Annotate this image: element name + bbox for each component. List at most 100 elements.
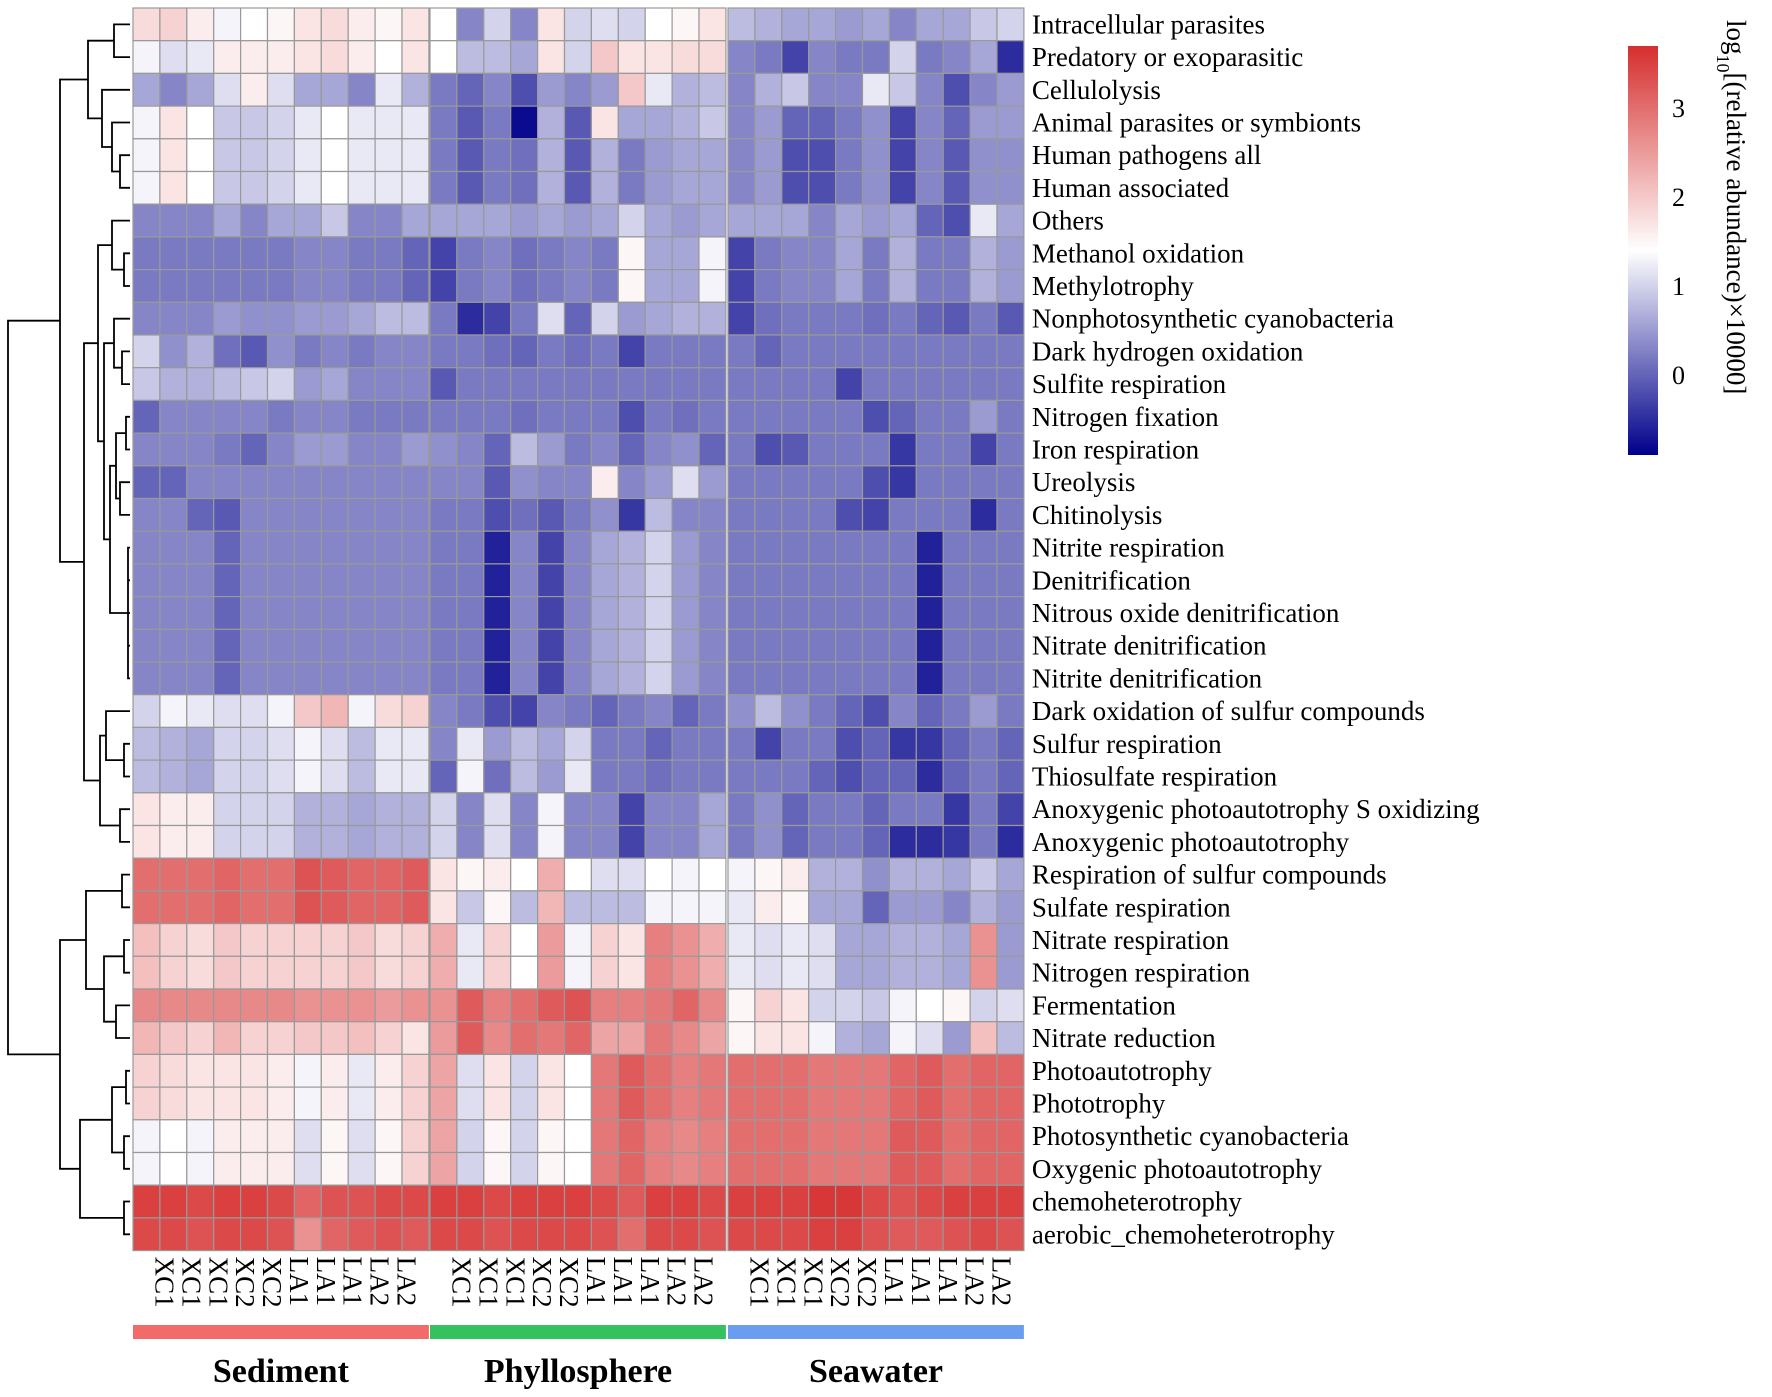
heatmap-cell — [240, 203, 269, 238]
heatmap-cell — [781, 988, 810, 1023]
heatmap-cell — [888, 72, 917, 107]
heatmap-cell — [861, 203, 890, 238]
heatmap-cell — [536, 105, 566, 140]
heatmap-cell — [347, 301, 376, 336]
heatmap-cell — [942, 236, 971, 271]
heatmap-cell — [698, 1151, 727, 1186]
heatmap-cell — [159, 334, 188, 369]
heatmap-cell — [293, 694, 322, 729]
heatmap-cell — [969, 694, 998, 729]
heatmap-cell — [374, 236, 403, 271]
heatmap-cell — [698, 399, 727, 434]
heatmap-cell — [617, 1217, 646, 1252]
heatmap-cell — [483, 138, 512, 173]
heatmap-cell — [159, 1151, 188, 1186]
heatmap-cell — [888, 1021, 917, 1056]
heatmap-cell — [861, 7, 890, 42]
heatmap-cell — [401, 530, 430, 565]
heatmap-cell — [861, 857, 890, 892]
heatmap-cell — [888, 922, 917, 957]
heatmap-cell — [347, 628, 376, 663]
heatmap-cell — [942, 1086, 971, 1121]
heatmap-cell — [159, 236, 188, 271]
heatmap-cell — [240, 367, 269, 402]
heatmap-cell — [969, 138, 998, 173]
heatmap-cell — [942, 497, 971, 532]
heatmap-cell — [834, 694, 864, 729]
heatmap-cell — [969, 497, 998, 532]
heatmap-cell — [644, 72, 673, 107]
heatmap-cell — [213, 661, 242, 696]
heatmap-cell — [834, 170, 864, 205]
heatmap-cell — [536, 824, 566, 859]
heatmap-cell — [969, 726, 998, 761]
heatmap-cell — [671, 955, 700, 990]
heatmap-cell — [915, 824, 944, 859]
heatmap-cell — [644, 726, 673, 761]
dendrogram-branch — [121, 350, 130, 385]
heatmap-cell — [590, 759, 619, 794]
heatmap-cell — [861, 105, 890, 140]
heatmap-cell — [942, 432, 971, 467]
heatmap-cell — [483, 465, 512, 500]
heatmap-cell — [781, 759, 810, 794]
heatmap-cell — [266, 399, 295, 434]
heatmap-cell — [536, 726, 566, 761]
heatmap-cell — [915, 1086, 944, 1121]
heatmap-cell — [563, 759, 592, 794]
heatmap-cell — [915, 269, 944, 303]
heatmap-cell — [834, 530, 864, 565]
heatmap-cell — [266, 759, 295, 794]
dendrogram-branch — [113, 23, 130, 58]
heatmap-cell — [186, 269, 215, 303]
heatmap-cell — [213, 334, 242, 369]
heatmap-cell — [483, 170, 512, 205]
row-label: Oxygenic photoautotrophy — [1032, 1154, 1323, 1184]
heatmap-cell — [320, 595, 349, 630]
heatmap-cell — [186, 824, 215, 859]
color-legend: 0 1 2 3 log10[(relative abundance)×10000] — [1628, 20, 1751, 455]
heatmap-cell — [644, 563, 673, 598]
heatmap-cell — [590, 105, 619, 140]
heatmap-cell — [808, 1217, 837, 1252]
heatmap-cell — [132, 203, 161, 238]
heatmap-cell — [671, 890, 700, 925]
heatmap-cell — [644, 988, 673, 1023]
heatmap-cell — [293, 661, 322, 696]
heatmap-cell — [617, 72, 646, 107]
heatmap-cell — [915, 334, 944, 369]
heatmap-cell — [563, 792, 592, 827]
heatmap-cell — [781, 824, 810, 859]
dendrogram-branch — [109, 464, 128, 614]
heatmap-cell — [942, 1184, 971, 1219]
heatmap-cell — [240, 824, 269, 859]
heatmap-cell — [429, 988, 458, 1023]
heatmap-cell — [617, 203, 646, 238]
heatmap-cell — [808, 922, 837, 957]
heatmap-cell — [727, 792, 756, 827]
heatmap-cell — [240, 7, 269, 42]
heatmap-cell — [213, 497, 242, 532]
heatmap-cell — [969, 432, 998, 467]
heatmap-cell — [510, 661, 539, 696]
heatmap-cell — [374, 1184, 403, 1219]
heatmap-cell — [996, 628, 1025, 663]
heatmap-cell — [510, 465, 539, 500]
heatmap-cell — [536, 170, 566, 205]
heatmap-cell — [969, 661, 998, 696]
heatmap-cell — [213, 170, 242, 205]
heatmap-cell — [456, 1184, 485, 1219]
heatmap-cell — [727, 1184, 756, 1219]
heatmap-cell — [671, 1021, 700, 1056]
heatmap-cell — [671, 1151, 700, 1186]
heatmap-cell — [754, 955, 783, 990]
heatmap-cell — [456, 1151, 485, 1186]
row-label: Phototrophy — [1032, 1089, 1166, 1119]
heatmap-cell — [942, 792, 971, 827]
heatmap-cell — [969, 1086, 998, 1121]
column-label: LA1 — [581, 1257, 611, 1307]
heatmap-cell — [969, 988, 998, 1023]
heatmap-cell — [808, 399, 837, 434]
heatmap-cell — [132, 530, 161, 565]
